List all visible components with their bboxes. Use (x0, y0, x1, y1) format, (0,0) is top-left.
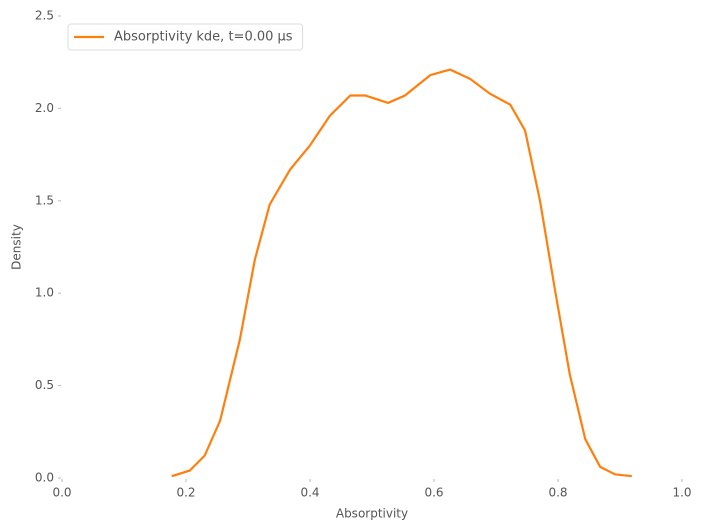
y-tick-label: 2.5 (35, 9, 54, 23)
y-tick-label: 2.0 (35, 101, 54, 115)
y-tick-label: 0.0 (35, 471, 54, 485)
y-tick-label: 1.5 (35, 193, 54, 207)
y-axis-label: Density (10, 224, 24, 270)
legend-label: Absorptivity kde, t=0.00 μs (114, 30, 293, 45)
x-tick-label: 0.6 (424, 486, 443, 500)
x-tick-label: 1.0 (672, 486, 691, 500)
x-tick-label: 0.8 (548, 486, 567, 500)
line (171, 68, 632, 478)
x-axis-label: Absorptivity (336, 507, 408, 521)
x-tick-label: 0.2 (176, 486, 195, 500)
legend-box (67, 23, 304, 51)
x-tick-label: 0.0 (52, 486, 71, 500)
x-tick-label: 0.4 (300, 486, 319, 500)
y-tick-label: 0.5 (35, 378, 54, 392)
y-tick-label: 1.0 (35, 286, 54, 300)
legend: Absorptivity kde, t=0.00 μs (67, 23, 304, 51)
